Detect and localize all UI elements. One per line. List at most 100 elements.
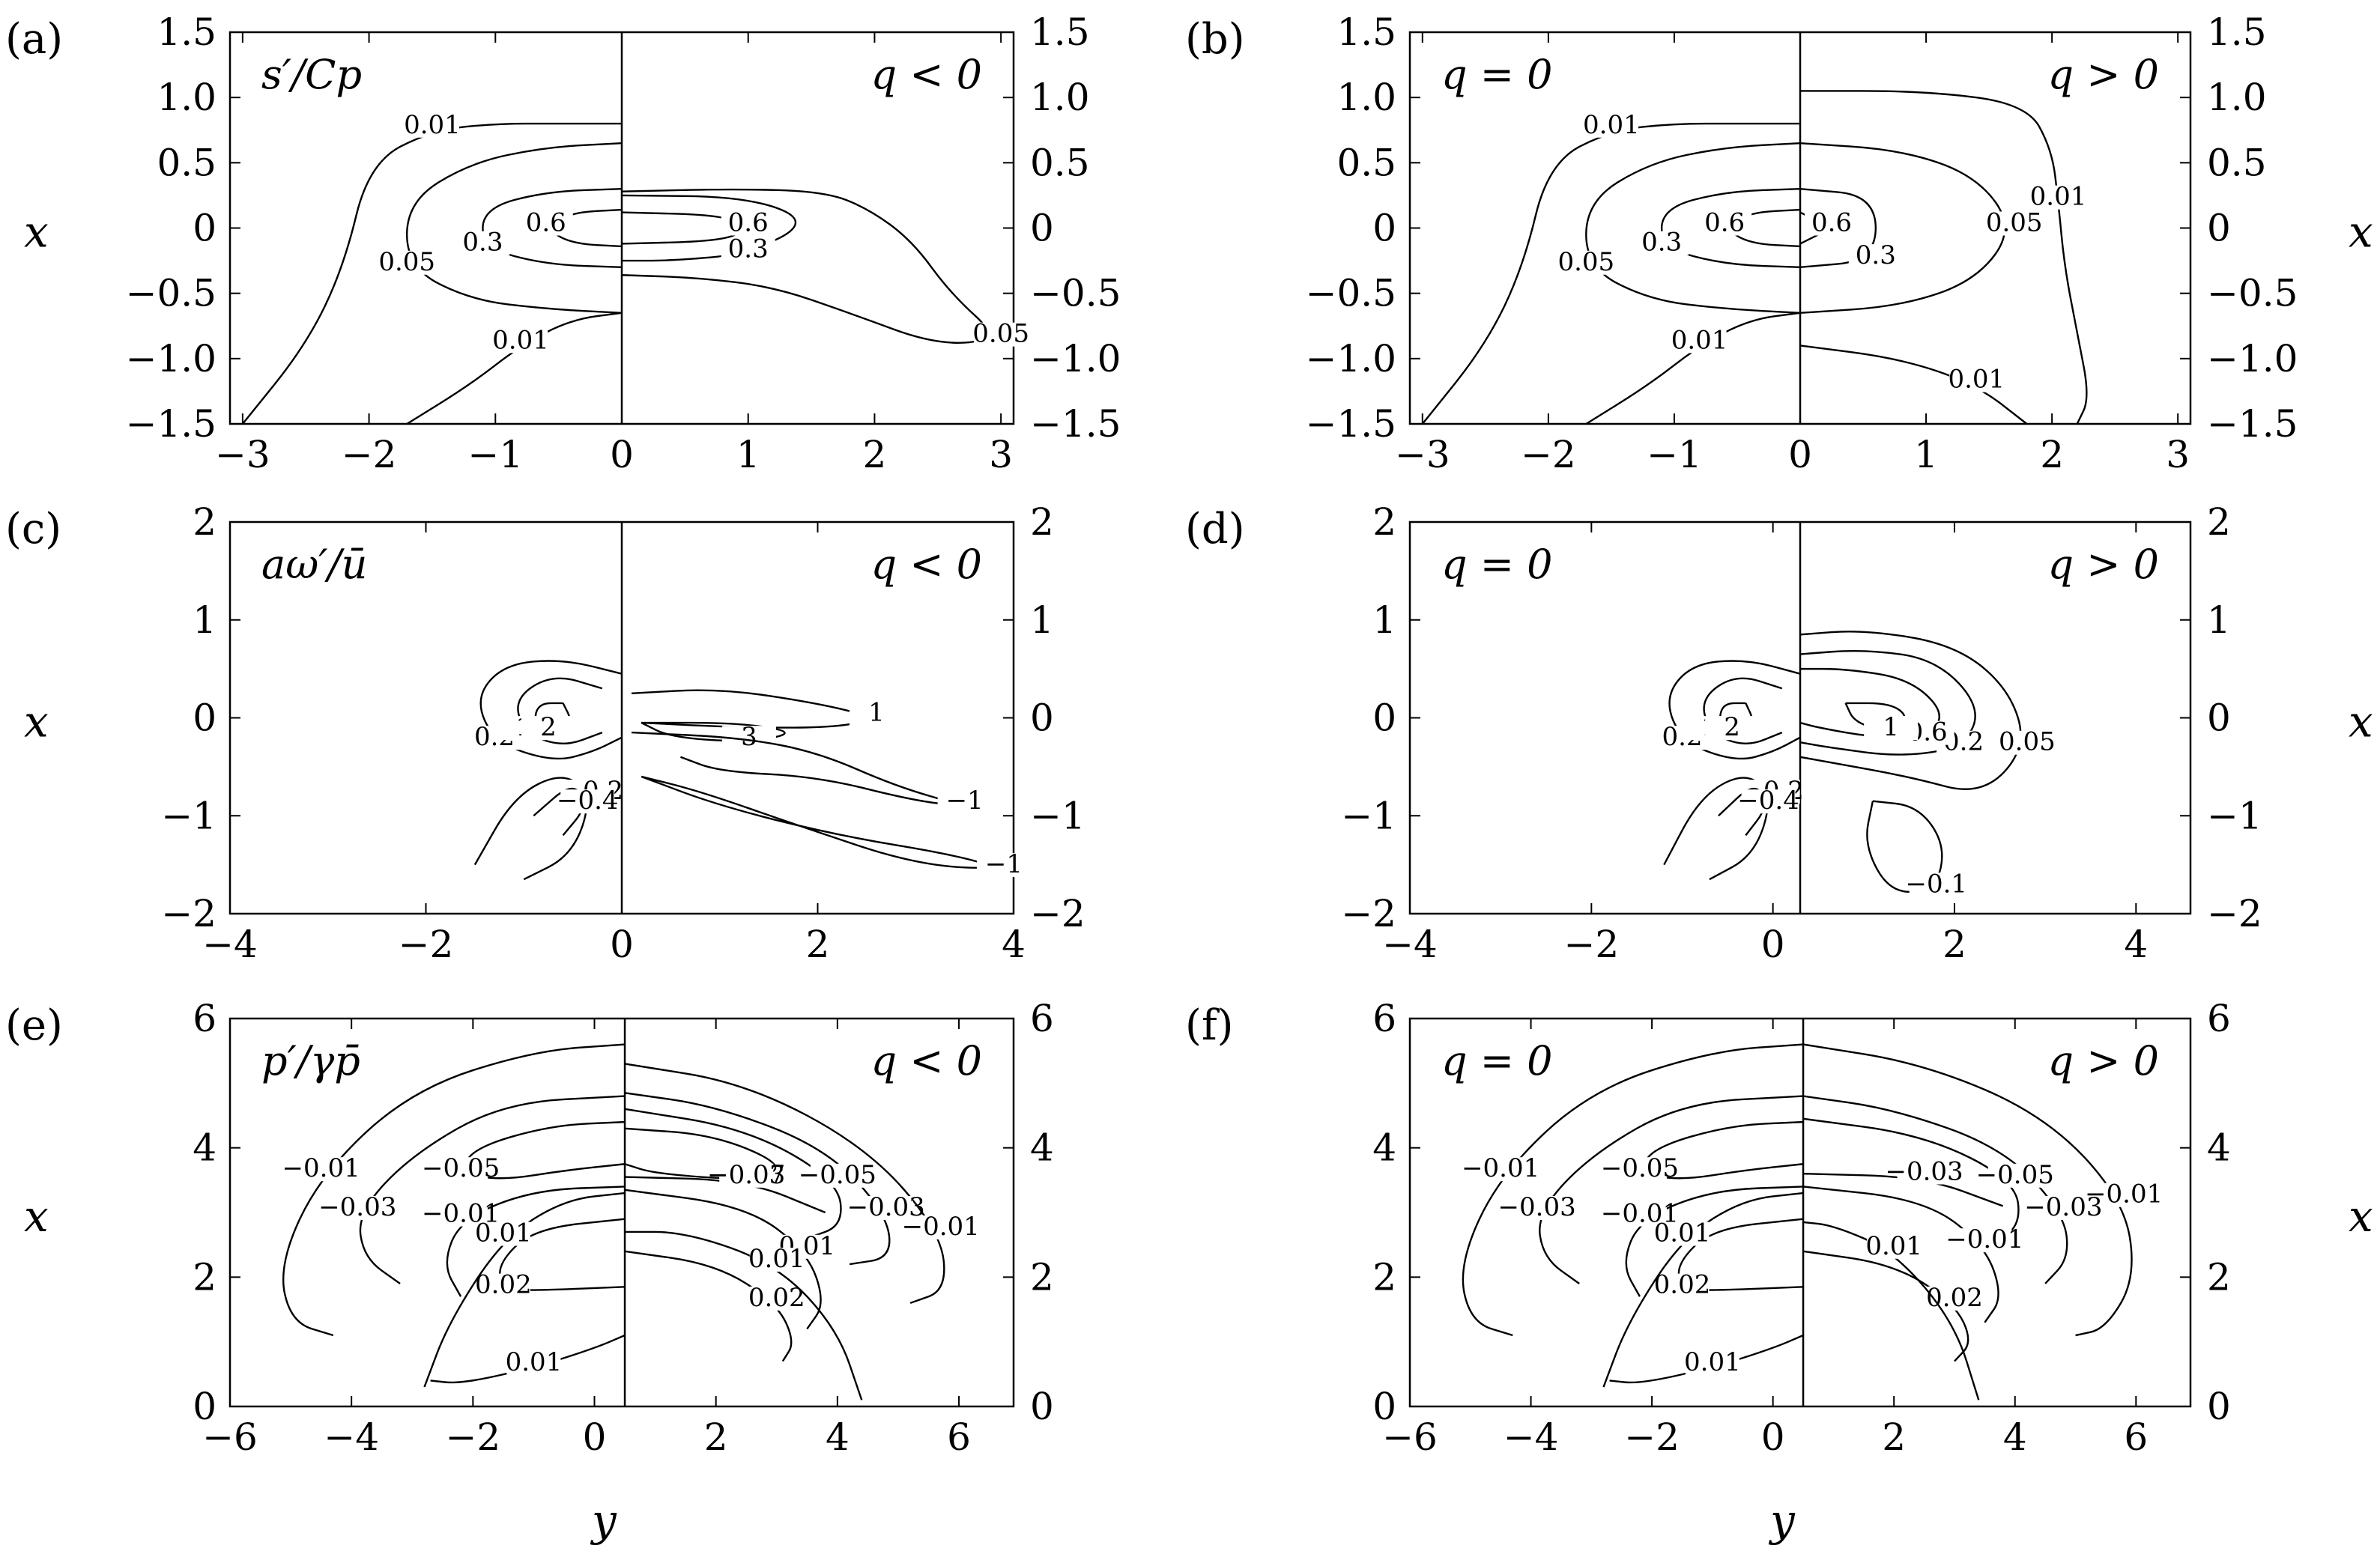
contour-label: 0.05 xyxy=(1557,247,1614,277)
panel-label: (a) xyxy=(5,15,63,64)
y-tick-label-right: 1.0 xyxy=(2207,76,2267,119)
panel-label: (f) xyxy=(1185,1001,1233,1050)
contour-label-bg xyxy=(1510,1196,1564,1220)
left-annotation: p′/γp̄ xyxy=(261,1037,360,1084)
contour-label: −0.03 xyxy=(1498,1192,1576,1222)
y-tick-label-left: 1.0 xyxy=(157,76,216,119)
contour-label: 0.01 xyxy=(404,110,461,140)
y-tick-label-left: 2 xyxy=(193,1255,216,1299)
y-tick-label-left: 1.5 xyxy=(157,10,216,54)
x-tick-label: 4 xyxy=(826,1415,850,1459)
left-annotation: q = 0 xyxy=(1441,1037,1553,1084)
contour-label-bg xyxy=(1987,211,2041,236)
contour-label: −0.03 xyxy=(707,1160,785,1190)
contour-label: −0.05 xyxy=(1601,1153,1679,1183)
x-tick-label: 0 xyxy=(1761,923,1785,966)
y-tick-label-left: 0 xyxy=(1372,696,1396,740)
contour-label-bg xyxy=(1685,1351,1739,1376)
y-tick-label-right: 0 xyxy=(1030,1385,1054,1428)
y-tick-label-left: −1 xyxy=(161,794,216,837)
y-tick-label-right: 0.5 xyxy=(2207,141,2267,184)
y-tick-label-left: −1 xyxy=(1341,794,1396,837)
x-tick-label: −4 xyxy=(202,923,258,966)
y-tick-label-left: 0.5 xyxy=(157,141,216,184)
contour-label: −0.1 xyxy=(1905,869,1967,899)
contour-label: 0.05 xyxy=(1986,208,2043,238)
y-tick-label-right: −1.0 xyxy=(2207,337,2298,380)
contour-line xyxy=(423,1192,626,1388)
y-tick-label-right: 0 xyxy=(2207,696,2231,740)
contour-label-bg xyxy=(518,211,573,236)
contour-line xyxy=(1802,1250,1969,1362)
x-tick-label: 2 xyxy=(806,923,830,966)
y-axis-label: x xyxy=(24,696,49,747)
left-annotation: q = 0 xyxy=(1441,541,1553,588)
contour-label-bg xyxy=(974,322,1029,347)
contour-label: −1 xyxy=(985,849,1023,879)
contour-label-bg xyxy=(1867,1234,1922,1259)
plot-frame xyxy=(228,1017,1015,1408)
contour-line xyxy=(1625,1186,1804,1297)
x-tick-label: 3 xyxy=(989,433,1013,476)
contour-line xyxy=(1802,1221,1980,1400)
contour-line xyxy=(1802,1095,2068,1284)
contour-label: −0.05 xyxy=(422,1153,500,1183)
y-tick-label-right: −1.0 xyxy=(1030,337,1121,380)
x-tick-label: 4 xyxy=(2124,923,2148,966)
panel-4: −6 −4 −2 0 2 4 66 64 42 20 0(e)xp′/γp̄ q < 0−0.01−0… xyxy=(5,997,1054,1546)
panel-label: (d) xyxy=(1185,505,1245,553)
y-tick-label-left: 0 xyxy=(1372,1385,1396,1428)
contour-line xyxy=(1799,142,2006,315)
x-tick-label: 4 xyxy=(2003,1415,2027,1459)
contour-label-bg xyxy=(1584,113,1638,138)
right-annotation: q < 0 xyxy=(871,541,983,588)
y-tick-label-right: 1.5 xyxy=(1030,10,1090,54)
x-tick-label: −2 xyxy=(1521,433,1576,476)
contour-label-bg xyxy=(380,250,434,275)
x-tick-label: 0 xyxy=(610,923,634,966)
contour-label: 0.6 xyxy=(1704,208,1745,238)
contour-label-bg xyxy=(560,789,615,814)
contour-label: 0.6 xyxy=(1811,208,1852,238)
contour-label-bg xyxy=(1635,231,1689,255)
contour-label: −0.03 xyxy=(847,1192,925,1222)
contour-line xyxy=(517,677,603,745)
contour-label: 0.01 xyxy=(1684,1347,1741,1377)
contour-line xyxy=(624,1250,793,1362)
contour-line xyxy=(1660,188,1801,268)
y-tick-label-left: 6 xyxy=(193,997,216,1040)
contour-label: 0.6 xyxy=(728,208,769,238)
y-tick-label-left: −2 xyxy=(161,892,216,935)
contour-line xyxy=(1421,122,1800,425)
contour-label-bg xyxy=(2036,1196,2091,1220)
contour-line xyxy=(1585,142,1801,315)
y-tick-label-right: 0.5 xyxy=(1030,141,1090,184)
contour-label-bg xyxy=(1909,872,1963,897)
x-tick-label: 0 xyxy=(1761,1415,1785,1459)
contour-label-bg xyxy=(849,701,903,726)
contour-label: −0.01 xyxy=(1462,1153,1539,1183)
contour-line xyxy=(1539,1095,1804,1284)
x-tick-label: 2 xyxy=(704,1415,728,1459)
y-tick-label-left: 2 xyxy=(1372,1255,1396,1299)
x-tick-label: 4 xyxy=(1002,923,1026,966)
x-tick-label: 1 xyxy=(736,433,760,476)
y-tick-label-left: 2 xyxy=(193,500,216,544)
contour-label: −0.01 xyxy=(902,1212,980,1242)
contour-label: 0.01 xyxy=(2030,182,2087,212)
contour-line xyxy=(1462,1043,1804,1337)
contour-line xyxy=(624,1092,891,1266)
x-tick-label: −6 xyxy=(202,1415,258,1459)
y-tick-label-right: 4 xyxy=(2207,1126,2231,1170)
contour-label-bg xyxy=(1559,250,1614,275)
contour-line xyxy=(641,775,990,869)
contour-label: 2 xyxy=(540,712,557,742)
contour-line xyxy=(482,188,623,268)
contour-label: −1 xyxy=(946,786,984,816)
contour-label: 0.3 xyxy=(1641,228,1682,258)
contour-label-bg xyxy=(476,1273,530,1298)
contour-label-bg xyxy=(1987,1163,2042,1188)
